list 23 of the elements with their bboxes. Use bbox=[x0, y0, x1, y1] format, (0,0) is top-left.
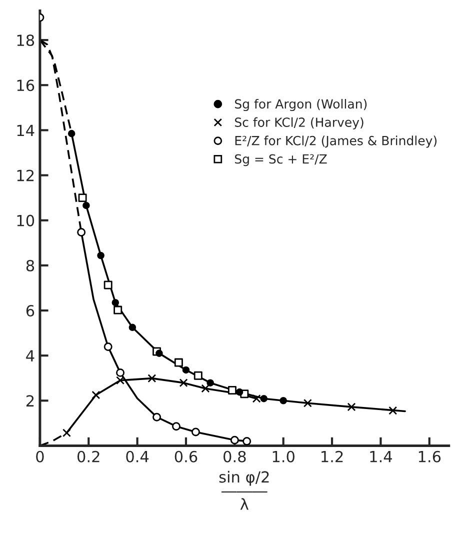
legend-label: E²/Z for KCl/2 (James & Brindley) bbox=[235, 136, 437, 148]
x-tick-label: 1.0 bbox=[272, 450, 294, 462]
legend-label: Sg for Argon (Wollan) bbox=[234, 98, 367, 112]
legend-label: Sc for KCl/2 (Harvey) bbox=[234, 117, 364, 130]
y-tick-label: 14 bbox=[17, 124, 34, 136]
y-tick-label: 8 bbox=[26, 260, 34, 272]
x-tick-label: 0.2 bbox=[77, 450, 100, 462]
x-tick-label: 0 bbox=[36, 450, 44, 462]
y-tick-label: 4 bbox=[26, 350, 34, 362]
x-axis-title: sin φ/2 ――― λ bbox=[219, 470, 269, 510]
y-tick-label: 16 bbox=[17, 80, 34, 92]
legend-label: Sg = Sc + E²/Z bbox=[234, 154, 327, 166]
y-tick-label: 6 bbox=[26, 304, 34, 317]
y-tick-label: 10 bbox=[17, 214, 34, 226]
y-tick-label: 2 bbox=[26, 395, 34, 406]
x-tick-label: 0.4 bbox=[126, 450, 149, 462]
y-tick-label: 12 bbox=[17, 170, 34, 182]
x-tick-label: 0.6 bbox=[174, 450, 198, 462]
x-tick-label: 1.6 bbox=[418, 450, 441, 462]
x-tick-label: 1.2 bbox=[322, 450, 343, 462]
y-tick-label: 18 bbox=[17, 34, 34, 46]
x-tick-label: 1.4 bbox=[370, 451, 392, 462]
x-tick-label: 0.8 bbox=[224, 450, 246, 462]
